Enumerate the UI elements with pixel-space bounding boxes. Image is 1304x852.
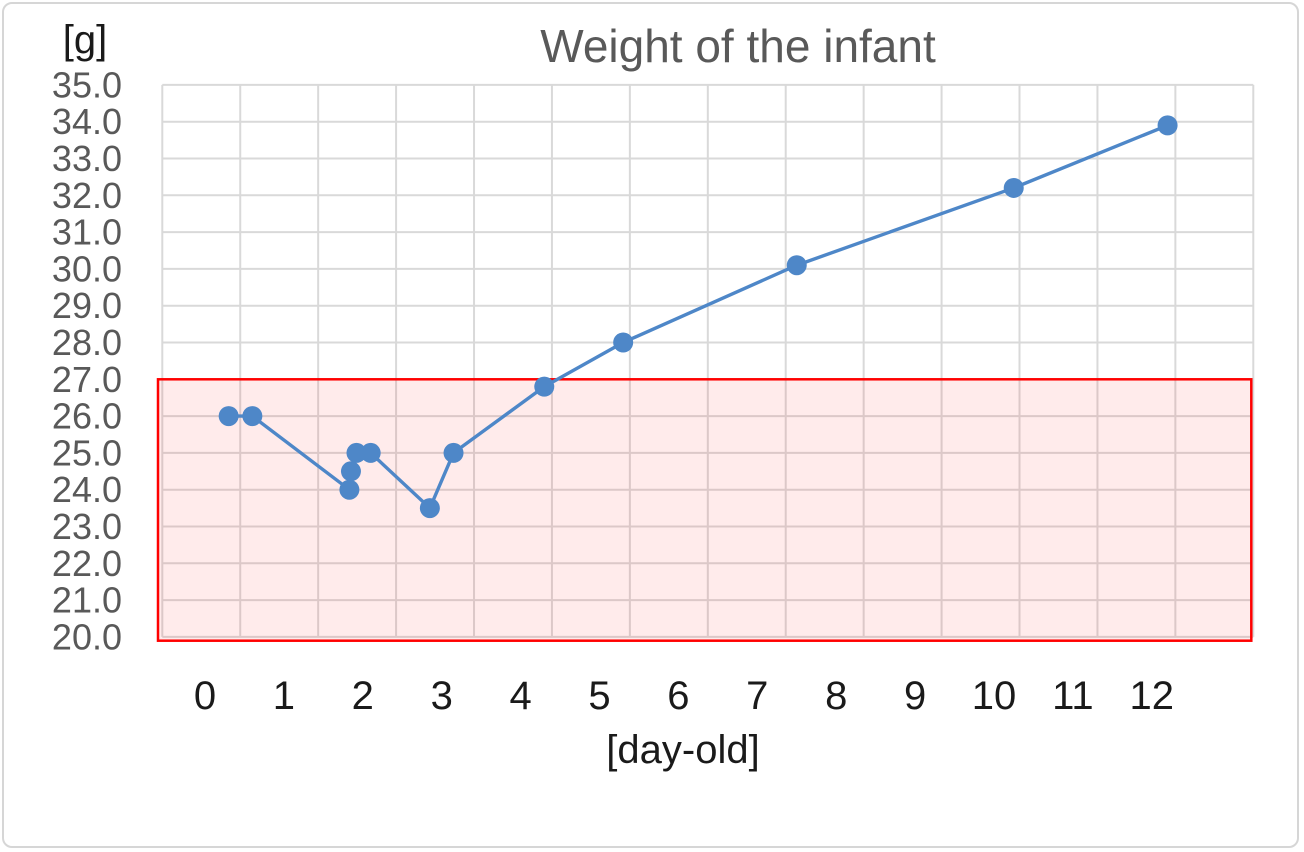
data-point: [346, 442, 367, 463]
highlight-region: [156, 378, 1253, 642]
data-point: [419, 498, 440, 519]
x-tick-label: 4: [509, 674, 531, 718]
x-tick-label: 9: [904, 674, 926, 718]
x-tick-label: 6: [667, 674, 689, 718]
y-axis-tick-labels: 35.034.033.032.031.030.029.028.027.026.0…: [52, 64, 122, 657]
data-point: [340, 461, 361, 482]
x-tick-label: 2: [352, 674, 374, 718]
y-tick-label: 22.0: [52, 543, 122, 584]
y-tick-label: 24.0: [52, 469, 122, 510]
y-tick-label: 20.0: [52, 616, 122, 657]
x-tick-label: 3: [431, 674, 453, 718]
x-tick-label: 5: [588, 674, 610, 718]
data-point: [786, 255, 807, 276]
data-point: [443, 442, 464, 463]
y-tick-label: 29.0: [52, 285, 122, 326]
x-axis-tick-labels: 0 1 2 3 4 5 6 7 8 9 10 11 12: [194, 674, 1174, 718]
x-tick-label: 0: [194, 674, 216, 718]
y-tick-label: 30.0: [52, 248, 122, 289]
data-point: [1157, 115, 1178, 136]
x-tick-label: 11: [1052, 674, 1094, 718]
x-tick-label: 7: [746, 674, 768, 718]
x-tick-label: 1: [273, 674, 295, 718]
x-tick-label: 12: [1130, 674, 1175, 718]
data-point: [360, 442, 381, 463]
weight-series: [218, 115, 1178, 519]
y-tick-label: 35.0: [52, 64, 122, 105]
data-point: [218, 406, 239, 427]
y-tick-label: 27.0: [52, 359, 122, 400]
data-point: [339, 479, 360, 500]
y-tick-label: 26.0: [52, 396, 122, 437]
y-tick-label: 32.0: [52, 175, 122, 216]
data-point: [1003, 177, 1024, 198]
y-tick-label: 28.0: [52, 322, 122, 363]
x-tick-label: 10: [972, 674, 1017, 718]
y-tick-label: 34.0: [52, 101, 122, 142]
y-tick-label: 33.0: [52, 138, 122, 179]
y-axis-unit-label: [g]: [63, 18, 107, 62]
chart-title: Weight of the infant: [540, 20, 936, 72]
data-point: [534, 376, 555, 397]
y-tick-label: 21.0: [52, 580, 122, 621]
y-tick-label: 25.0: [52, 432, 122, 473]
data-point: [242, 406, 263, 427]
y-tick-label: 31.0: [52, 212, 122, 253]
y-tick-label: 23.0: [52, 506, 122, 547]
x-tick-label: 8: [825, 674, 847, 718]
x-axis-label: [day-old]: [606, 728, 759, 772]
data-point: [613, 332, 634, 353]
